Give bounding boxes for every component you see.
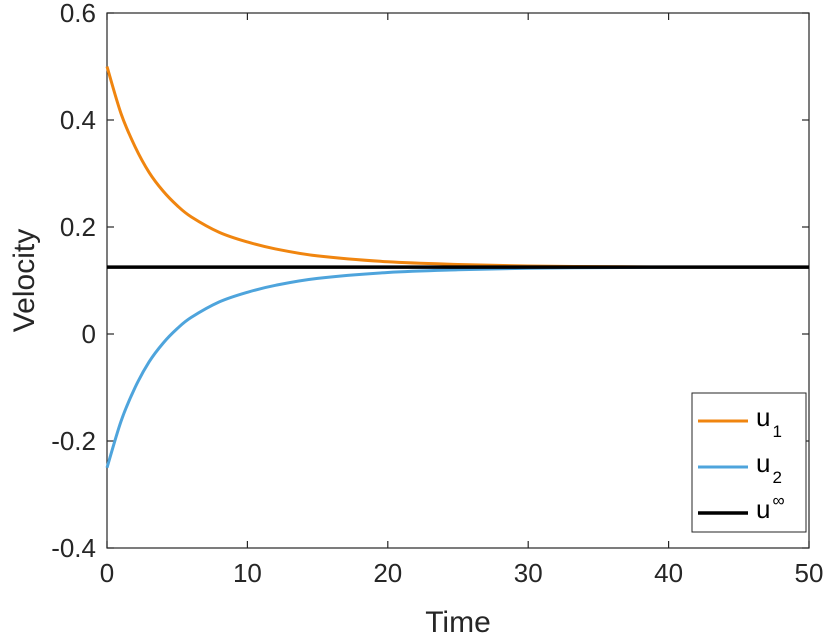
legend: u 1 u 2 u ∞ <box>691 392 807 533</box>
y-tick-label: -0.4 <box>51 533 96 563</box>
x-axis-title: Time <box>425 606 491 636</box>
x-tick-label: 50 <box>795 558 824 588</box>
legend-entry-3: u ∞ <box>756 491 785 524</box>
y-tick-label: 0.6 <box>60 0 96 28</box>
y-tick-label: 0.4 <box>60 105 96 135</box>
x-tick-label: 0 <box>100 558 114 588</box>
x-tick-label: 40 <box>654 558 683 588</box>
x-tick-label: 20 <box>373 558 402 588</box>
series-layer <box>105 66 809 469</box>
x-tick-label: 30 <box>514 558 543 588</box>
y-axis-title: Velocity <box>8 229 41 332</box>
y-tick-label: 0 <box>82 319 96 349</box>
series-line-1 <box>105 66 809 269</box>
legend-box <box>691 392 807 533</box>
y-axis: -0.4 -0.2 0 0.2 0.4 0.6 <box>51 0 809 563</box>
axes-box <box>106 12 810 549</box>
y-tick-label: -0.2 <box>51 426 96 456</box>
plot-area: 0 10 20 30 40 50 -0.4 -0.2 0 0.2 0.4 0.6 <box>51 0 823 588</box>
y-tick-label: 0.2 <box>60 212 96 242</box>
x-axis: 0 10 20 30 40 50 <box>100 13 824 588</box>
x-tick-label: 10 <box>233 558 262 588</box>
